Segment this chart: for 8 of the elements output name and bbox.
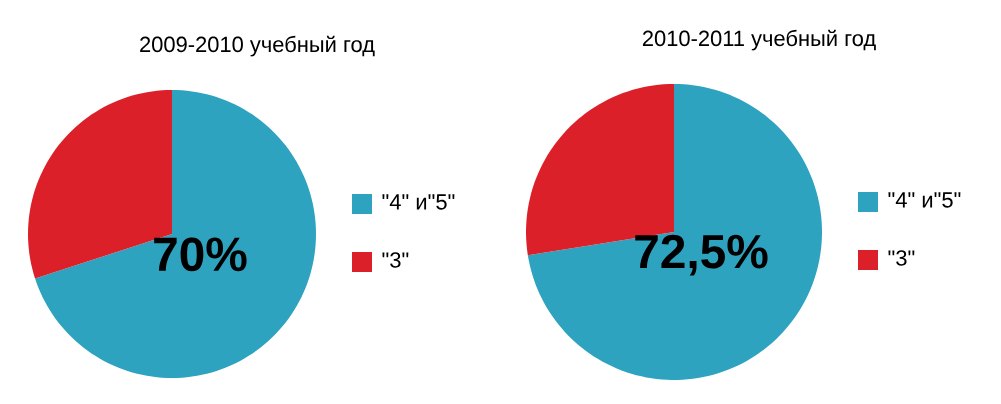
chart-title: 2010-2011 учебный год	[642, 29, 876, 51]
data-label: 72,5%	[635, 234, 768, 276]
chart-title: 2009-2010 учебный год	[140, 35, 375, 57]
data-label: 70%	[154, 237, 247, 272]
legend-label: "4" и"5"	[888, 192, 961, 208]
legend-label: "3"	[888, 250, 915, 266]
legend-label: "3"	[382, 252, 409, 268]
legend-label: "4" и"5"	[382, 194, 455, 210]
